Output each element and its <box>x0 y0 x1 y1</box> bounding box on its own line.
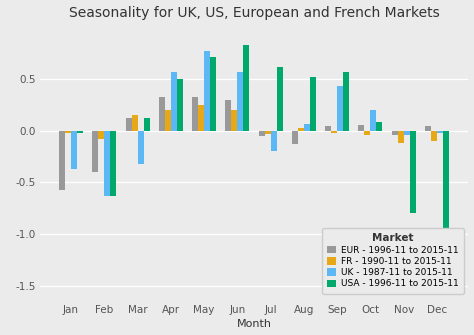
Bar <box>144 119 150 131</box>
X-axis label: Month: Month <box>237 320 272 329</box>
Bar <box>177 79 183 131</box>
Bar <box>431 131 437 141</box>
Bar <box>104 131 110 196</box>
Bar <box>337 86 343 131</box>
Bar <box>325 126 331 131</box>
Bar <box>376 122 383 131</box>
Bar <box>392 131 398 135</box>
Bar <box>371 110 376 131</box>
Bar <box>98 131 104 139</box>
Legend: EUR - 1996-11 to 2015-11, FR - 1990-11 to 2015-11, UK - 1987-11 to 2015-11, USA : EUR - 1996-11 to 2015-11, FR - 1990-11 t… <box>322 228 464 294</box>
Bar <box>165 110 171 131</box>
Bar <box>277 67 283 131</box>
Bar <box>259 131 264 136</box>
Bar <box>443 131 449 288</box>
Bar <box>226 100 231 131</box>
Bar <box>404 131 410 135</box>
Bar <box>231 110 237 131</box>
Bar <box>398 131 404 143</box>
Bar <box>192 97 198 131</box>
Bar <box>437 131 443 133</box>
Bar <box>410 131 416 213</box>
Bar <box>310 77 316 131</box>
Bar <box>292 131 298 144</box>
Bar <box>331 131 337 133</box>
Bar <box>59 131 65 190</box>
Bar <box>126 119 132 131</box>
Title: Seasonality for UK, US, European and French Markets: Seasonality for UK, US, European and Fre… <box>69 6 439 19</box>
Bar <box>171 72 177 131</box>
Bar <box>65 131 71 133</box>
Bar <box>198 105 204 131</box>
Bar <box>77 131 83 133</box>
Bar <box>365 131 371 135</box>
Bar <box>264 131 271 134</box>
Bar <box>343 72 349 131</box>
Bar <box>92 131 98 172</box>
Bar <box>210 57 216 131</box>
Bar <box>243 45 249 131</box>
Bar <box>358 125 365 131</box>
Bar <box>204 51 210 131</box>
Bar <box>298 128 304 131</box>
Bar <box>71 131 77 169</box>
Bar <box>137 131 144 164</box>
Bar <box>159 97 165 131</box>
Bar <box>425 126 431 131</box>
Bar <box>304 124 310 131</box>
Bar <box>237 72 243 131</box>
Bar <box>110 131 116 196</box>
Bar <box>132 115 137 131</box>
Bar <box>271 131 277 151</box>
